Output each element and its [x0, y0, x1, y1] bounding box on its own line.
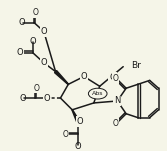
Text: O: O [109, 73, 116, 82]
Text: O: O [62, 130, 68, 139]
Ellipse shape [88, 88, 107, 99]
Text: O: O [40, 58, 47, 67]
Text: O: O [43, 93, 50, 103]
Text: O: O [30, 37, 36, 46]
Text: O: O [34, 84, 40, 93]
Polygon shape [72, 110, 79, 122]
Text: O: O [20, 93, 27, 103]
Text: O: O [81, 72, 87, 81]
Text: Br: Br [131, 61, 141, 70]
Text: O: O [33, 8, 39, 17]
Text: N: N [114, 96, 121, 106]
Text: O: O [77, 117, 83, 126]
Text: Abs: Abs [92, 91, 104, 96]
Text: O: O [40, 27, 47, 36]
Text: O: O [112, 119, 118, 128]
Text: O: O [75, 142, 81, 151]
Text: O: O [17, 48, 24, 57]
Text: O: O [112, 74, 118, 83]
Text: O: O [19, 18, 26, 27]
Polygon shape [54, 71, 68, 85]
